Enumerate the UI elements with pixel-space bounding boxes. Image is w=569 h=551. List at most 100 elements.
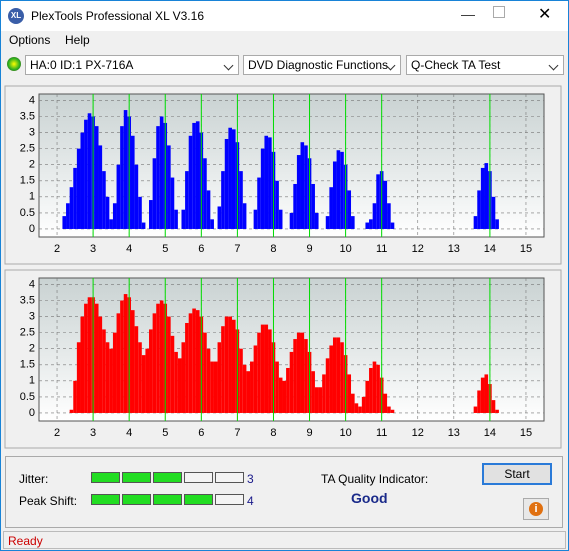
jitter-value: 3: [247, 472, 254, 486]
menu-item[interactable]: Options: [9, 33, 51, 47]
y-tick-label: 4: [29, 278, 35, 290]
peak-shift-value: 4: [247, 494, 254, 508]
x-tick-label: 8: [270, 427, 276, 439]
bar: [130, 310, 135, 413]
bar: [340, 342, 344, 413]
bar: [351, 393, 355, 413]
bar: [473, 216, 478, 229]
bar: [152, 158, 157, 229]
bar: [69, 409, 74, 413]
y-tick-label: 0: [29, 407, 35, 419]
menu-item[interactable]: Help: [65, 33, 90, 47]
bar: [376, 364, 380, 413]
bar: [246, 371, 251, 413]
bar: [278, 209, 283, 229]
y-tick-label: 0: [29, 223, 35, 235]
bar: [390, 222, 395, 229]
bar: [141, 222, 146, 229]
bar: [174, 209, 178, 229]
bar: [242, 364, 247, 413]
bar: [134, 164, 139, 229]
bar: [120, 126, 124, 229]
minimize[interactable]: —: [461, 6, 475, 22]
bar: [203, 158, 207, 229]
bar: [322, 374, 326, 413]
maximize[interactable]: [493, 6, 505, 18]
bar: [293, 339, 297, 413]
bar: [314, 387, 319, 413]
bar: [228, 316, 232, 413]
bar: [318, 387, 323, 413]
bar: [174, 351, 178, 413]
bar: [264, 324, 269, 413]
bar: [84, 119, 88, 229]
drive-icon: [7, 57, 21, 71]
bar: [116, 164, 121, 229]
bar: [228, 127, 232, 229]
bar: [329, 345, 333, 413]
x-tick-label: 9: [306, 243, 312, 255]
bar: [123, 294, 128, 413]
bar: [365, 380, 370, 413]
bar: [109, 219, 113, 229]
meter-box: [91, 472, 120, 483]
drive-select[interactable]: HA:0 ID:1 PX-716A: [25, 55, 239, 75]
status-bar: Ready: [3, 531, 566, 549]
peak-shift-label: Peak Shift:: [19, 494, 78, 508]
x-tick-label: 13: [448, 243, 460, 255]
bar: [372, 203, 377, 229]
bar: [152, 313, 157, 413]
bar: [336, 337, 341, 413]
bar: [206, 190, 211, 229]
bar: [314, 212, 319, 229]
x-tick-label: 12: [412, 243, 424, 255]
close[interactable]: ✕: [538, 6, 552, 23]
x-tick-label: 7: [234, 427, 240, 439]
bar: [134, 326, 139, 413]
bar: [181, 209, 186, 229]
bar: [477, 390, 481, 413]
bar: [239, 348, 243, 413]
bar: [260, 324, 265, 413]
info-button[interactable]: i: [523, 498, 549, 520]
test-select[interactable]: Q-Check TA Test: [406, 55, 564, 75]
y-tick-label: 0.5: [20, 207, 35, 219]
bar: [112, 203, 117, 229]
x-tick-label: 11: [376, 243, 387, 255]
bar: [181, 342, 186, 413]
bar: [116, 313, 121, 413]
x-tick-label: 15: [520, 427, 532, 439]
bar: [224, 316, 229, 413]
bar: [351, 216, 355, 229]
bar: [105, 196, 110, 229]
x-tick-label: 3: [90, 427, 96, 439]
bar: [354, 403, 359, 413]
bar: [109, 348, 113, 413]
bar: [167, 145, 171, 229]
y-tick-label: 2.5: [20, 327, 35, 339]
bar: [98, 316, 103, 413]
y-tick-label: 1.5: [20, 359, 35, 371]
bar: [332, 337, 337, 413]
x-tick-label: 4: [126, 427, 132, 439]
start-button[interactable]: Start: [482, 463, 552, 485]
meter-box: [122, 494, 151, 505]
x-tick-label: 10: [339, 243, 351, 255]
bar: [66, 203, 70, 229]
bar: [477, 190, 481, 229]
bar: [102, 329, 106, 413]
charts: 00.511.522.533.542 3 4 5 6 7 8 9 10 11 12 13 14 1500.…: [4, 85, 562, 449]
bar: [286, 367, 290, 413]
bar: [217, 206, 222, 229]
x-tick-label: 7: [234, 243, 240, 255]
y-tick-label: 3.5: [20, 294, 35, 306]
bar: [195, 121, 200, 229]
y-tick-label: 3: [29, 310, 35, 322]
function-select[interactable]: DVD Diagnostic Functions: [243, 55, 401, 75]
bar: [293, 183, 297, 229]
bar: [325, 216, 330, 229]
bar: [253, 345, 258, 413]
bar: [123, 110, 128, 229]
bar: [304, 339, 308, 413]
